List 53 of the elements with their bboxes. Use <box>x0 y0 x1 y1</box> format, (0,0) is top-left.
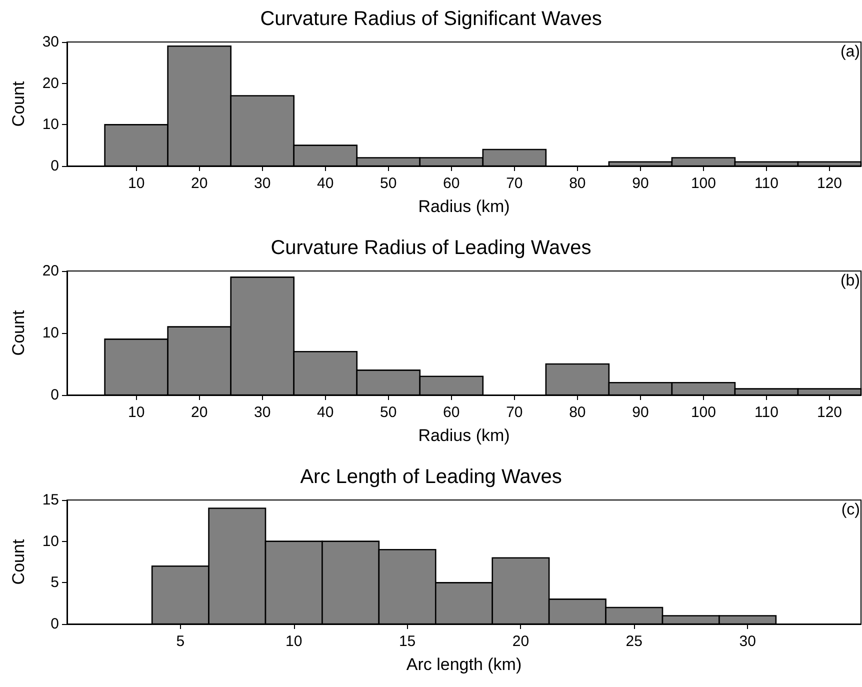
y-tick-label: 20 <box>42 262 59 280</box>
x-tick-label: 20 <box>190 404 208 421</box>
x-tick-label: 110 <box>754 175 778 192</box>
annotation: (c) <box>841 502 860 518</box>
y-tick-label: 5 <box>50 574 59 592</box>
x-tick-label: 40 <box>317 175 334 192</box>
y-tick-label: 30 <box>42 34 59 50</box>
x-tick-label: 15 <box>398 633 416 650</box>
x-tick-label: 40 <box>317 404 334 421</box>
x-tick-label: 30 <box>739 633 756 650</box>
x-tick-label: 80 <box>569 175 586 192</box>
x-tick-label: 100 <box>690 404 716 421</box>
annotation: (b) <box>840 272 860 290</box>
chart-title: Curvature Radius of Significant Waves <box>260 8 602 30</box>
x-tick-label: 5 <box>176 633 185 650</box>
y-tick-label: 20 <box>42 74 59 92</box>
x-tick-label: 10 <box>128 404 145 421</box>
y-axis-title: Count <box>9 310 28 356</box>
x-tick-label: 60 <box>443 404 460 421</box>
x-tick-label: 70 <box>506 404 523 421</box>
x-tick-label: 30 <box>254 175 271 192</box>
x-tick-label: 110 <box>754 404 778 421</box>
x-tick-label: 25 <box>626 633 642 650</box>
y-tick-label: 0 <box>50 158 59 174</box>
y-tick-label: 10 <box>42 116 59 134</box>
x-axis-title: Radius (km) <box>418 426 510 445</box>
x-tick-label: 120 <box>816 404 842 421</box>
x-axis-title: Radius (km) <box>418 197 510 216</box>
y-axis-title: Count <box>9 539 28 585</box>
chart-title: Arc Length of Leading Waves <box>300 466 562 488</box>
y-tick-label: 10 <box>42 532 59 550</box>
x-tick-label: 90 <box>632 404 649 421</box>
x-tick-label: 90 <box>632 175 649 192</box>
x-tick-label: 30 <box>254 404 271 421</box>
x-tick-label: 10 <box>286 633 302 650</box>
x-tick-label: 100 <box>690 175 716 192</box>
y-tick-label: 15 <box>42 492 59 508</box>
chart-title: Curvature Radius of Leading Waves <box>270 237 592 259</box>
x-tick-label: 20 <box>512 633 530 650</box>
y-tick-label: 10 <box>42 324 59 342</box>
x-tick-label: 120 <box>816 175 842 192</box>
y-tick-label: 0 <box>50 386 59 404</box>
x-tick-label: 50 <box>380 175 397 192</box>
x-tick-label: 10 <box>128 175 145 192</box>
annotation: (a) <box>840 44 860 60</box>
x-tick-label: 20 <box>190 175 208 192</box>
x-tick-label: 70 <box>506 175 523 192</box>
x-axis-title: Arc length (km) <box>406 655 522 674</box>
x-tick-label: 60 <box>443 175 460 192</box>
y-tick-label: 0 <box>50 616 59 632</box>
x-tick-label: 80 <box>569 404 586 421</box>
y-axis-title: Count <box>9 81 28 127</box>
x-tick-label: 50 <box>380 404 397 421</box>
